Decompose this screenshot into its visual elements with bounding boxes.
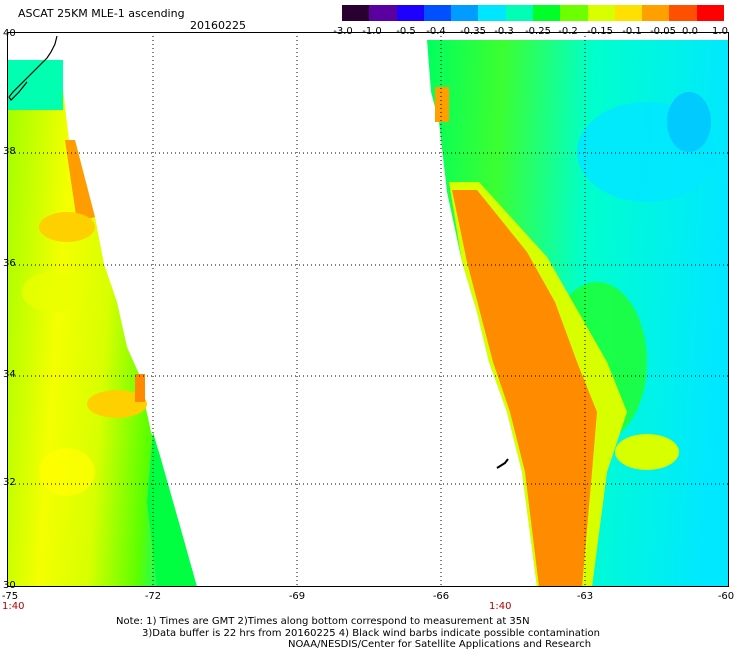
colorbar-swatch bbox=[532, 5, 561, 21]
left-swath bbox=[7, 60, 197, 587]
x-tick-label: -60 bbox=[717, 591, 735, 602]
colorbar-swatch bbox=[505, 5, 533, 21]
colorbar-label: 0.0 bbox=[682, 26, 698, 37]
colorbar bbox=[342, 5, 724, 21]
colorbar-label: -3.0 bbox=[333, 26, 353, 37]
colorbar-label: -0.4 bbox=[426, 26, 446, 37]
map-plot bbox=[7, 32, 729, 587]
colorbar-swatch bbox=[560, 5, 588, 21]
colorbar-swatch bbox=[587, 5, 615, 21]
colorbar-label: -1.0 bbox=[362, 26, 382, 37]
x-tick-label: -66 bbox=[432, 591, 450, 602]
coastline bbox=[8, 35, 58, 101]
x-tick-label: -75 bbox=[1, 591, 19, 602]
x-tick-label: -69 bbox=[288, 591, 306, 602]
colorbar-swatch bbox=[396, 5, 424, 21]
colorbar-label: 1.0 bbox=[712, 26, 728, 37]
y-tick-label: 36 bbox=[3, 258, 16, 269]
colorbar-swatch bbox=[478, 5, 506, 21]
y-tick-label: 34 bbox=[3, 369, 16, 380]
y-tick-label: 32 bbox=[3, 477, 16, 488]
colorbar-swatch bbox=[696, 5, 724, 21]
colorbar-label: -0.5 bbox=[396, 26, 416, 37]
colorbar-swatch bbox=[614, 5, 643, 21]
colorbar-label: -0.25 bbox=[525, 26, 551, 37]
plot-frame bbox=[7, 32, 729, 587]
colorbar-label: -0.1 bbox=[622, 26, 642, 37]
map-title: ASCAT 25KM MLE-1 ascending bbox=[18, 7, 185, 20]
time-label: 1:40 bbox=[2, 601, 25, 612]
colorbar-swatch bbox=[423, 5, 452, 21]
footnote-line: NOAA/NESDIS/Center for Satellite Applica… bbox=[288, 639, 592, 650]
colorbar-swatch bbox=[342, 5, 370, 21]
y-tick-label: 38 bbox=[3, 146, 16, 157]
x-tick-label: -63 bbox=[576, 591, 594, 602]
colorbar-swatch bbox=[369, 5, 397, 21]
colorbar-label: -0.3 bbox=[494, 26, 514, 37]
wind-barb bbox=[496, 458, 509, 469]
colorbar-label: -0.05 bbox=[650, 26, 676, 37]
footnote-line: 3)Data buffer is 22 hrs from 20160225 4)… bbox=[142, 628, 600, 639]
x-tick-label: -72 bbox=[144, 591, 162, 602]
footnote-line: Note: 1) Times are GMT 2)Times along bot… bbox=[116, 616, 530, 627]
map-date: 20160225 bbox=[190, 19, 246, 32]
colorbar-label: -0.15 bbox=[587, 26, 613, 37]
time-label: 1:40 bbox=[489, 601, 512, 612]
colorbar-swatch bbox=[451, 5, 479, 21]
grid bbox=[7, 32, 729, 587]
right-swath bbox=[427, 40, 729, 587]
colorbar-swatch bbox=[642, 5, 670, 21]
colorbar-swatch bbox=[669, 5, 697, 21]
y-tick-label: 40 bbox=[3, 28, 16, 39]
colorbar-label: -0.2 bbox=[558, 26, 578, 37]
y-tick-label: 30 bbox=[3, 580, 16, 591]
colorbar-label: -0.35 bbox=[460, 26, 486, 37]
